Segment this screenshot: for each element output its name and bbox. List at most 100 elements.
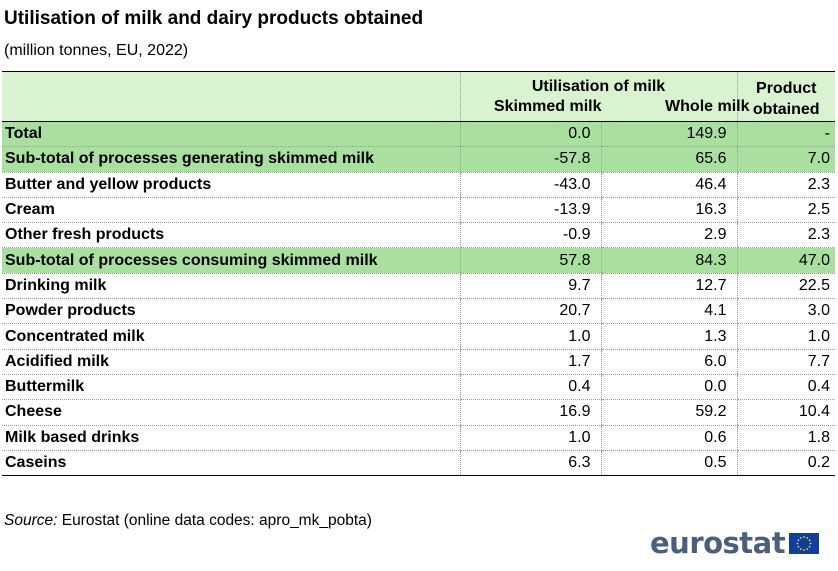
table-row: Cream -13.9 16.3 2.5 bbox=[2, 197, 835, 224]
cell-skimmed-milk: 57.8 bbox=[459, 247, 601, 274]
header-utilisation-group: Utilisation of milk Skimmed milk Whole m… bbox=[459, 71, 750, 122]
source-label: Source: bbox=[4, 512, 58, 529]
flag-star bbox=[797, 538, 800, 541]
table-row: Acidified milk 1.7 6.0 7.7 bbox=[2, 349, 835, 375]
table-row: Sub-total of processes generating skimme… bbox=[2, 146, 835, 173]
source-text: Eurostat (online data codes: apro_mk_pob… bbox=[57, 512, 372, 529]
table-row: Butter and yellow products -43.0 46.4 2.3 bbox=[2, 172, 835, 198]
cell-whole-milk: 0.5 bbox=[600, 450, 737, 477]
cell-skimmed-milk: -43.0 bbox=[459, 172, 601, 198]
eurostat-logo-text: eurostat bbox=[650, 526, 786, 560]
cell-product-obtained: 0.2 bbox=[736, 450, 835, 477]
table-header-row: Utilisation of milk Skimmed milk Whole m… bbox=[2, 71, 835, 122]
table-row: Powder products 20.7 4.1 3.0 bbox=[2, 298, 835, 325]
cell-skimmed-milk: -13.9 bbox=[459, 197, 601, 224]
cell-product-obtained: 7.0 bbox=[736, 146, 835, 173]
header-product-line1: Product bbox=[756, 80, 817, 97]
cell-skimmed-milk: 6.3 bbox=[459, 450, 601, 477]
flag-star bbox=[803, 535, 806, 538]
row-label: Drinking milk bbox=[2, 273, 460, 300]
table-row: Sub-total of processes consuming skimmed… bbox=[2, 247, 835, 274]
table-row: Drinking milk 9.7 12.7 22.5 bbox=[2, 273, 835, 300]
flag-star bbox=[803, 548, 806, 551]
cell-whole-milk: 4.1 bbox=[600, 298, 737, 325]
cell-skimmed-milk: 0.4 bbox=[459, 374, 601, 401]
cell-skimmed-milk: -0.9 bbox=[459, 222, 601, 249]
row-label: Sub-total of processes generating skimme… bbox=[2, 146, 460, 173]
table-row: Cheese 16.9 59.2 10.4 bbox=[2, 399, 835, 426]
header-product-line2: obtained bbox=[752, 101, 820, 118]
cell-product-obtained: 3.0 bbox=[736, 298, 835, 325]
header-group-label: Utilisation of milk bbox=[531, 78, 666, 95]
row-label: Cream bbox=[2, 197, 460, 224]
cell-product-obtained: 2.5 bbox=[736, 197, 835, 224]
cell-skimmed-milk: -57.8 bbox=[459, 146, 601, 173]
table-row: Buttermilk 0.4 0.0 0.4 bbox=[2, 374, 835, 401]
cell-whole-milk: 46.4 bbox=[600, 172, 737, 198]
row-label: Milk based drinks bbox=[2, 425, 460, 451]
table-row: Total 0.0 149.9- bbox=[2, 121, 835, 148]
cell-whole-milk: 0.6 bbox=[600, 425, 737, 451]
data-table: Utilisation of milk Skimmed milk Whole m… bbox=[2, 71, 835, 477]
table-row: Caseins 6.3 0.5 0.2 bbox=[2, 450, 835, 477]
cell-product-obtained: 10.4 bbox=[736, 399, 835, 426]
flag-star bbox=[799, 547, 802, 550]
flag-star bbox=[806, 536, 809, 539]
row-label: Powder products bbox=[2, 298, 460, 325]
eu-flag-icon bbox=[789, 532, 820, 554]
row-label: Total bbox=[2, 121, 460, 148]
cell-whole-milk: 84.3 bbox=[600, 247, 737, 274]
row-label: Concentrated milk bbox=[2, 323, 460, 350]
cell-whole-milk: 59.2 bbox=[600, 399, 737, 426]
cell-product-obtained: 7.7 bbox=[736, 349, 835, 375]
row-label: Butter and yellow products bbox=[2, 172, 460, 198]
cell-product-obtained: 1.8 bbox=[736, 425, 835, 451]
cell-skimmed-milk: 9.7 bbox=[459, 273, 601, 300]
cell-whole-milk: 1.3 bbox=[600, 323, 737, 350]
cell-whole-milk: 16.3 bbox=[600, 197, 737, 224]
cell-product-obtained: 22.5 bbox=[736, 273, 835, 300]
cell-skimmed-milk: 1.0 bbox=[459, 425, 601, 451]
cell-whole-milk: 0.0 bbox=[600, 374, 737, 401]
table-row: Other fresh products -0.9 2.9 2.3 bbox=[2, 222, 835, 249]
table-row: Concentrated milk 1.0 1.3 1.0 bbox=[2, 323, 835, 350]
flag-star bbox=[799, 536, 802, 539]
page-subtitle: (million tonnes, EU, 2022) bbox=[4, 42, 189, 59]
cell-skimmed-milk: 1.7 bbox=[459, 349, 601, 375]
page-title: Utilisation of milk and dairy products o… bbox=[4, 8, 424, 29]
flag-star bbox=[796, 542, 799, 544]
cell-product-obtained: 2.3 bbox=[736, 172, 835, 198]
cell-product-obtained: 1.0 bbox=[736, 323, 835, 350]
flag-star bbox=[797, 545, 800, 548]
cell-whole-milk: 65.6 bbox=[600, 146, 737, 173]
cell-product-obtained: 0.4 bbox=[736, 374, 835, 401]
header-whole-milk: Whole milk bbox=[665, 98, 750, 115]
cell-product-obtained: - bbox=[736, 121, 835, 148]
eurostat-logo: eurostat bbox=[650, 526, 820, 560]
flag-star bbox=[808, 545, 811, 548]
table-row: Milk based drinks 1.0 0.6 1.8 bbox=[2, 425, 835, 451]
header-product-obtained: Product obtained bbox=[736, 71, 835, 122]
flag-star bbox=[806, 547, 809, 550]
row-label: Sub-total of processes consuming skimmed… bbox=[2, 247, 460, 274]
row-label: Acidified milk bbox=[2, 349, 460, 375]
cell-skimmed-milk: 0.0 bbox=[459, 121, 601, 148]
header-empty-cell bbox=[2, 71, 460, 122]
cell-skimmed-milk: 20.7 bbox=[459, 298, 601, 325]
cell-skimmed-milk: 1.0 bbox=[459, 323, 601, 350]
cell-whole-milk: 2.9 bbox=[600, 222, 737, 249]
cell-skimmed-milk: 16.9 bbox=[459, 399, 601, 426]
cell-whole-milk: 12.7 bbox=[600, 273, 737, 300]
cell-whole-milk: 6.0 bbox=[600, 349, 737, 375]
cell-whole-milk: 149.9 bbox=[600, 121, 737, 148]
header-skimmed-milk: Skimmed milk bbox=[493, 98, 602, 115]
source-note: Source: Eurostat (online data codes: apr… bbox=[4, 512, 372, 530]
cell-product-obtained: 47.0 bbox=[736, 247, 835, 274]
row-label: Caseins bbox=[2, 450, 460, 477]
row-label: Buttermilk bbox=[2, 374, 460, 401]
table-body: Total 0.0 149.9- Sub-total of processes gen… bbox=[2, 121, 835, 477]
row-label: Cheese bbox=[2, 399, 460, 426]
flag-star bbox=[809, 542, 812, 544]
row-label: Other fresh products bbox=[2, 222, 460, 249]
cell-product-obtained: 2.3 bbox=[736, 222, 835, 249]
